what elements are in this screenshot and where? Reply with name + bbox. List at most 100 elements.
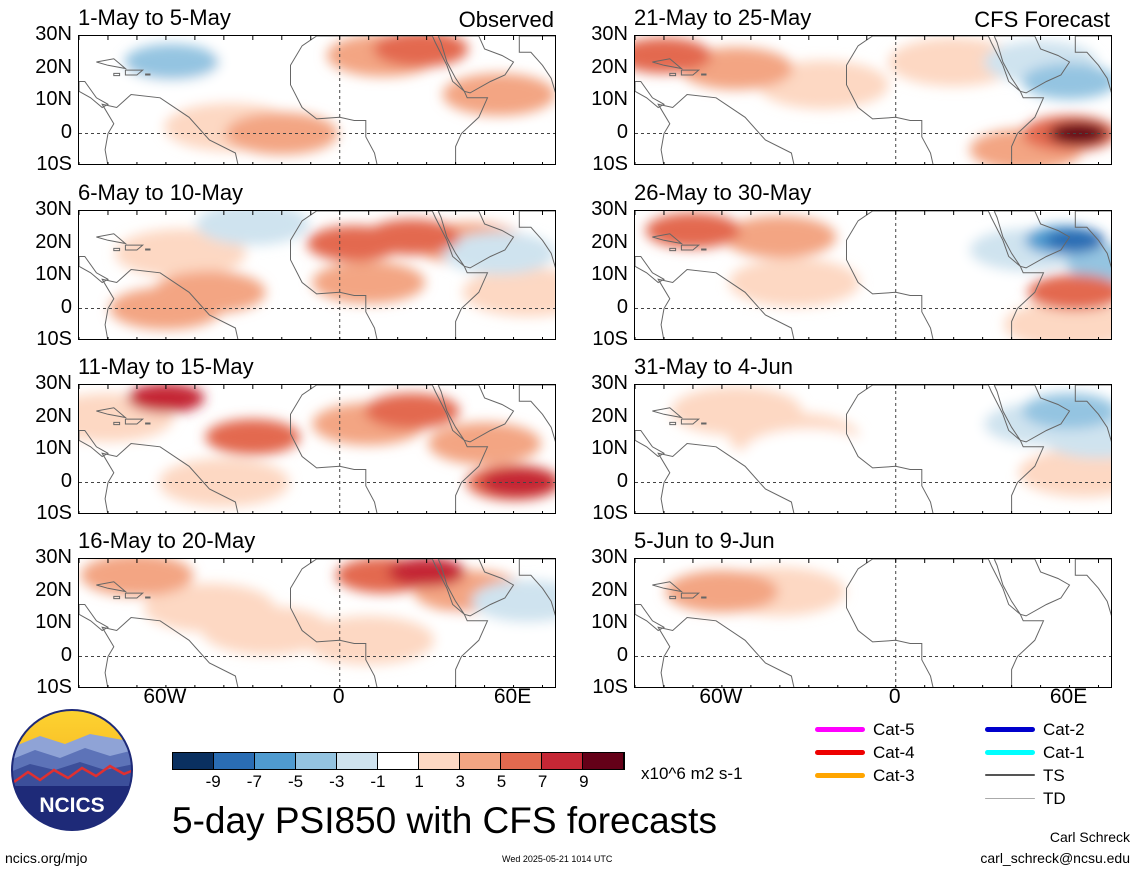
coastline	[669, 421, 677, 426]
anomaly-contour	[635, 300, 730, 339]
colorbar-swatch	[296, 753, 337, 769]
psi850-map-panel	[634, 558, 1112, 688]
latitude-label: 30N	[591, 198, 628, 220]
latitude-label: 20N	[591, 230, 628, 253]
coastline	[124, 244, 145, 251]
legend-label: Cat-4	[873, 743, 915, 762]
latitude-label: 30N	[35, 372, 72, 394]
coastline	[701, 422, 707, 425]
coastline	[145, 248, 151, 251]
coastline	[437, 36, 515, 94]
coastline	[846, 211, 1045, 339]
anomaly-contour	[201, 606, 333, 655]
colorbar-swatch	[542, 753, 583, 769]
longitude-label: 0	[332, 685, 345, 708]
latitude-label: 0	[616, 295, 628, 318]
latitude-label: 10S	[36, 502, 72, 524]
latitude-label: 10S	[592, 676, 628, 698]
coastline	[79, 81, 110, 109]
latitude-label: 0	[60, 643, 72, 666]
coastline	[290, 211, 489, 339]
legend-line	[815, 749, 865, 755]
anomaly-contour	[665, 570, 779, 613]
coastline	[96, 58, 128, 70]
coastline	[101, 442, 239, 513]
panel-title: 16-May to 20-May	[78, 528, 256, 553]
coastline	[290, 559, 489, 687]
latitude-label: 20N	[35, 230, 72, 253]
anomaly-contour	[373, 36, 469, 67]
coastline	[518, 211, 555, 268]
coastline	[669, 72, 677, 77]
anomaly-contour	[114, 228, 246, 278]
legend-line	[985, 726, 1035, 732]
coastline	[79, 256, 110, 284]
coastline	[680, 244, 701, 251]
anomaly-contour	[124, 44, 220, 80]
colorbar-swatch	[173, 753, 214, 769]
coastline	[846, 559, 1045, 687]
latitude-label: 30N	[35, 546, 72, 568]
colorbar	[172, 752, 625, 770]
colorbar-tick-label: 7	[537, 772, 548, 791]
anomaly-contour	[442, 232, 555, 275]
anomaly-contour	[1033, 593, 1111, 642]
anomaly-contour	[364, 393, 460, 429]
latitude-label: 0	[616, 120, 628, 143]
coastline	[846, 385, 1045, 513]
coastline	[701, 596, 707, 599]
colorbar-swatch	[419, 753, 460, 769]
coastline	[993, 211, 1071, 269]
anomaly-contour	[312, 261, 426, 304]
anomaly-contour	[127, 385, 205, 413]
panel-title: 31-May to 4-Jun	[634, 354, 793, 379]
coastline	[145, 422, 151, 425]
panel-title: 1-May to 5-May	[78, 5, 231, 30]
panel-title: 11-May to 15-May	[78, 354, 254, 379]
coastline	[993, 385, 1071, 443]
coastline	[680, 418, 701, 425]
colorbar-swatch	[501, 753, 542, 769]
colorbar-swatch	[378, 753, 419, 769]
longitude-label: 60E	[1049, 685, 1088, 708]
coastline	[1074, 559, 1111, 616]
main-title: 5-day PSI850 with CFS forecasts	[172, 800, 717, 841]
anomaly-contour	[743, 428, 875, 478]
panel-source-label: Observed	[458, 7, 554, 32]
panel-title: 6-May to 10-May	[78, 180, 244, 205]
latitude-label: 20N	[591, 404, 628, 427]
coastline	[79, 604, 110, 632]
anomaly-contour	[453, 135, 555, 164]
latitude-label: 0	[616, 643, 628, 666]
anomaly-contour	[728, 258, 860, 307]
coastline	[993, 36, 1071, 94]
anomaly-contour	[1004, 300, 1111, 339]
psi850-map-panel	[634, 384, 1112, 514]
coastline	[101, 268, 239, 339]
coastline	[518, 385, 555, 442]
anomaly-contour	[1048, 121, 1108, 146]
legend-line	[815, 772, 865, 778]
longitude-label: 60W	[699, 685, 743, 708]
coastline	[113, 72, 121, 77]
coastline	[657, 442, 795, 513]
legend-label: Cat-1	[1043, 743, 1085, 762]
latitude-label: 20N	[591, 578, 628, 601]
colorbar-tick-label: -1	[370, 772, 386, 791]
legend-label: TS	[1043, 766, 1065, 785]
colorbar-tick-label: -5	[287, 772, 304, 791]
coastline	[846, 36, 1045, 164]
coastline	[101, 616, 239, 687]
anomaly-contour	[442, 73, 555, 116]
colorbar-tick-label: -7	[246, 772, 262, 791]
coastline	[96, 581, 128, 593]
coastline	[437, 559, 515, 617]
ncics-logo: NCICS	[10, 708, 134, 832]
coastline	[145, 73, 151, 76]
coastline	[124, 418, 145, 425]
legend-label: Cat-5	[873, 720, 915, 739]
coastline	[680, 69, 701, 76]
latitude-label: 0	[60, 469, 72, 492]
coastline	[635, 256, 666, 284]
coastline	[290, 36, 489, 164]
